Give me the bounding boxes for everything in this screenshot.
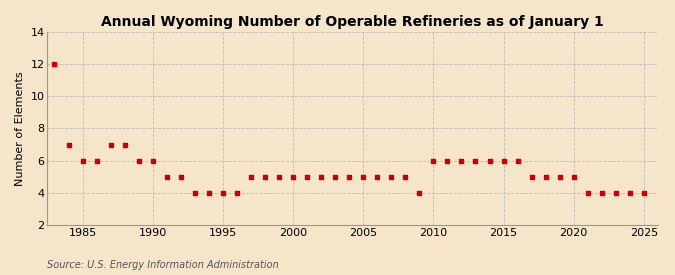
Y-axis label: Number of Elements: Number of Elements <box>15 71 25 186</box>
Point <box>540 175 551 179</box>
Point <box>217 191 228 195</box>
Point <box>302 175 313 179</box>
Point <box>232 191 242 195</box>
Point <box>119 142 130 147</box>
Point <box>77 158 88 163</box>
Point <box>484 158 495 163</box>
Point <box>414 191 425 195</box>
Point <box>442 158 453 163</box>
Point <box>203 191 214 195</box>
Point <box>91 158 102 163</box>
Point <box>512 158 523 163</box>
Point <box>554 175 565 179</box>
Point <box>260 175 271 179</box>
Point <box>316 175 327 179</box>
Point <box>597 191 608 195</box>
Point <box>161 175 172 179</box>
Point <box>583 191 593 195</box>
Point <box>526 175 537 179</box>
Point <box>246 175 256 179</box>
Point <box>288 175 298 179</box>
Point <box>344 175 354 179</box>
Point <box>568 175 579 179</box>
Point <box>498 158 509 163</box>
Point <box>190 191 200 195</box>
Title: Annual Wyoming Number of Operable Refineries as of January 1: Annual Wyoming Number of Operable Refine… <box>101 15 604 29</box>
Point <box>372 175 383 179</box>
Point <box>624 191 635 195</box>
Point <box>428 158 439 163</box>
Point <box>105 142 116 147</box>
Point <box>400 175 410 179</box>
Point <box>49 62 60 66</box>
Point <box>456 158 467 163</box>
Point <box>639 191 649 195</box>
Point <box>358 175 369 179</box>
Point <box>147 158 158 163</box>
Point <box>176 175 186 179</box>
Point <box>610 191 621 195</box>
Point <box>330 175 341 179</box>
Text: Source: U.S. Energy Information Administration: Source: U.S. Energy Information Administ… <box>47 260 279 270</box>
Point <box>273 175 284 179</box>
Point <box>133 158 144 163</box>
Point <box>386 175 397 179</box>
Point <box>470 158 481 163</box>
Point <box>63 142 74 147</box>
